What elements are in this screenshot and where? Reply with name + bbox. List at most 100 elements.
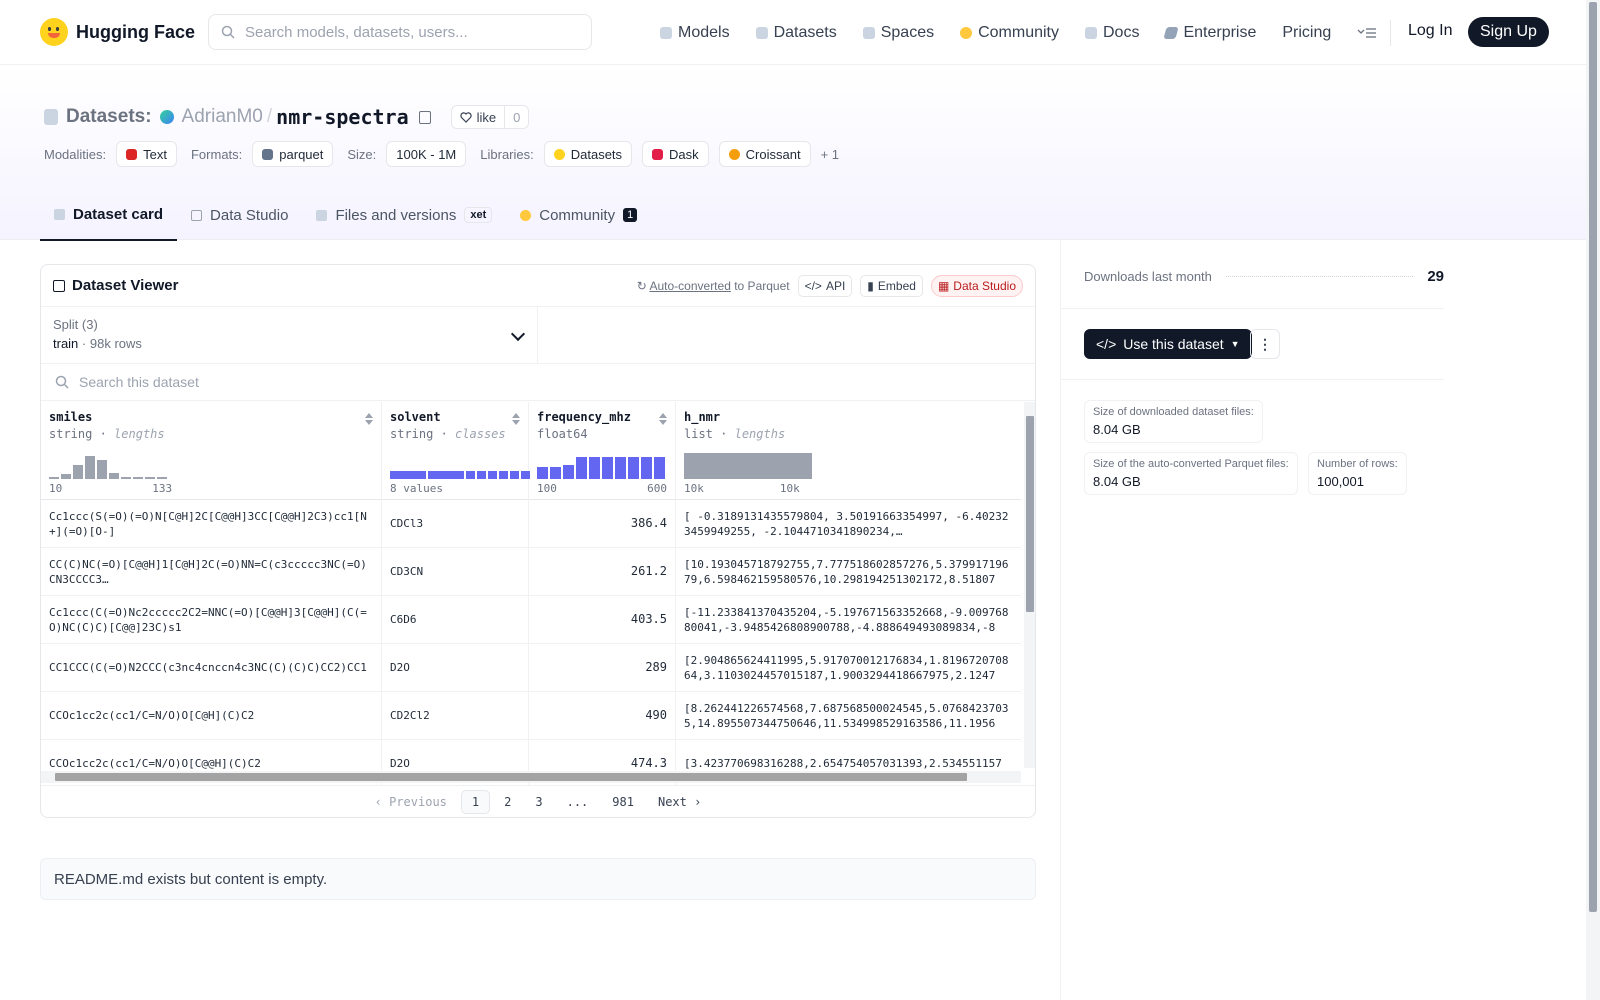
dataset-tags: Modalities: Text Formats: parquet Size: … <box>44 141 839 167</box>
column-header[interactable]: smiles string · lengths 10 133 <box>41 402 381 500</box>
table-cell[interactable]: CCOc1cc2c(cc1/C=N/O)O[C@@H](C)C2 <box>41 740 381 785</box>
api-button[interactable]: </> API <box>797 274 853 297</box>
table-cell[interactable]: CC1CCC(C(=O)N2CCC(c3nc4cnccn4c3NC(C)(C)C… <box>41 644 381 692</box>
page-button[interactable]: 1 <box>460 789 491 814</box>
table-cell[interactable]: CCOc1cc2c(cc1/C=N/O)O[C@H](C)C2 <box>41 692 381 740</box>
page-button[interactable]: 981 <box>612 794 634 809</box>
table-cell[interactable]: D2O <box>382 740 528 785</box>
table-cell[interactable]: CDCl3 <box>382 500 528 548</box>
table-horizontal-scrollbar[interactable] <box>41 771 1021 783</box>
like-count[interactable]: 0 <box>513 109 521 125</box>
table-cell[interactable]: [3.423770698316288,2.654754057031393,2.5… <box>676 740 1021 785</box>
table-cell[interactable]: [10.193045718792755,7.777518602857276,5.… <box>676 548 1021 596</box>
nav-community[interactable]: Community <box>960 24 1059 42</box>
repo-owner[interactable]: AdrianM0 <box>181 106 263 127</box>
scrollbar-thumb[interactable] <box>55 773 967 781</box>
scrollbar-thumb[interactable] <box>1026 416 1034 612</box>
use-this-dataset-button[interactable]: </> Use this dataset ▼ <box>1084 329 1252 359</box>
dataset-search-placeholder: Search this dataset <box>79 374 199 390</box>
column-histogram[interactable] <box>49 451 167 479</box>
table-vertical-scrollbar[interactable] <box>1024 402 1035 768</box>
column-histogram[interactable] <box>537 451 665 479</box>
next-page-button[interactable]: Next › <box>657 794 702 809</box>
table-cell[interactable]: 403.5 <box>529 596 675 644</box>
table-cell[interactable]: CD3CN <box>382 548 528 596</box>
login-link[interactable]: Log In <box>1408 22 1453 39</box>
previous-page-button[interactable]: ‹ Previous <box>374 794 447 809</box>
auto-converted-link[interactable]: Auto-converted <box>649 278 731 293</box>
repo-name[interactable]: nmr-spectra <box>276 105 409 129</box>
column-header[interactable]: solvent string · classes 8 values <box>382 402 530 500</box>
nav-models[interactable]: Models <box>660 24 730 42</box>
column-histogram[interactable] <box>684 451 812 479</box>
tag-size[interactable]: 100K - 1M <box>386 141 467 167</box>
page-button[interactable]: 2 <box>504 794 512 809</box>
stat-label: Size of the auto-converted Parquet files… <box>1093 458 1289 470</box>
sort-icon[interactable] <box>512 413 520 425</box>
signup-button[interactable]: Sign Up <box>1468 17 1549 47</box>
embed-button[interactable]: ▮ Embed <box>860 274 923 297</box>
table-cell[interactable]: [2.904865624411995,5.917070012176834,1.8… <box>676 644 1021 692</box>
split-selector[interactable]: Split (3) train · 98k rows <box>41 307 538 363</box>
table-cell[interactable]: 386.4 <box>529 500 675 548</box>
tab-dataset-card[interactable]: Dataset card <box>40 189 178 241</box>
avatar <box>159 110 174 124</box>
like-button[interactable]: like <box>452 106 506 128</box>
table-cell[interactable]: 474.3 <box>529 740 675 785</box>
table-cell[interactable]: [ -0.3189131435579804, 3.50191663354997,… <box>676 500 1021 548</box>
tag-croissant[interactable]: Croissant <box>718 141 811 167</box>
histogram-bar <box>121 476 131 479</box>
nav-label: Models <box>678 23 730 41</box>
dataset-search-input[interactable]: Search this dataset <box>41 364 1035 401</box>
tag-dask[interactable]: Dask <box>642 141 709 167</box>
histogram-bar <box>602 456 613 479</box>
table-cell[interactable]: D2O <box>382 644 528 692</box>
table-cell[interactable]: [8.262441226574568,7.687568500024545,5.0… <box>676 692 1021 740</box>
data-studio-button[interactable]: ▦ Data Studio <box>930 274 1023 297</box>
tab-data-studio[interactable]: Data Studio <box>177 189 302 241</box>
cell-text: CC1CCC(C(=O)N2CCC(c3nc4cnccn4c3NC(C)(C)C… <box>49 661 367 674</box>
table-cell[interactable]: [-11.233841370435204,-5.197671563352668,… <box>676 596 1021 644</box>
more-tags[interactable]: + 1 <box>820 146 840 162</box>
nav-enterprise[interactable]: Enterprise <box>1163 24 1256 42</box>
tab-files[interactable]: Files and versions xet <box>302 189 506 241</box>
nav-spaces[interactable]: Spaces <box>862 24 934 42</box>
tag-parquet[interactable]: parquet <box>252 141 334 167</box>
table-cell[interactable]: Cc1ccc(C(=O)Nc2ccccc2C2=NNC(=O)[C@@H]3[C… <box>41 596 381 644</box>
table-cell[interactable]: CC(C)NC(=O)[C@@H]1[C@H]2C(=O)NN=C(c3cccc… <box>41 548 381 596</box>
table-cell[interactable]: 490 <box>529 692 675 740</box>
section-label[interactable]: Datasets: <box>66 106 152 127</box>
nav-label: Pricing <box>1282 23 1332 41</box>
table-cell[interactable]: C6D6 <box>382 596 528 644</box>
scrollbar-thumb[interactable] <box>1589 2 1597 912</box>
global-search-input[interactable]: Search models, datasets, users... <box>208 14 592 50</box>
sort-icon[interactable] <box>659 413 667 425</box>
column-stat: lengths <box>734 427 786 441</box>
nav-more-menu[interactable] <box>1357 27 1377 39</box>
column-histogram[interactable] <box>390 451 530 479</box>
more-options-button[interactable]: ⋮ <box>1250 329 1280 359</box>
table-cell[interactable]: 261.2 <box>529 548 675 596</box>
brand-logo[interactable]: Hugging Face <box>40 18 195 46</box>
nav-docs[interactable]: Docs <box>1085 24 1139 42</box>
dot-separator: · <box>81 336 87 351</box>
nav-pricing[interactable]: Pricing <box>1282 24 1331 42</box>
code-icon: </> <box>1096 336 1117 352</box>
nav-label: Datasets <box>773 23 837 41</box>
sort-icon[interactable] <box>365 413 373 425</box>
table-cell[interactable]: Cc1ccc(S(=O)(=O)N[C@H]2C[C@@H]3CC[C@@H]2… <box>41 500 381 548</box>
page-button[interactable]: 3 <box>535 794 543 809</box>
tag-datasets[interactable]: Datasets <box>543 141 633 167</box>
tag-text[interactable]: Text <box>116 141 177 167</box>
copy-icon[interactable] <box>418 110 431 124</box>
axis-min: 100 <box>537 482 557 495</box>
table-cell[interactable]: 289 <box>529 644 675 692</box>
column-header[interactable]: frequency_mhz float64 100 600 <box>529 402 675 500</box>
column-header[interactable]: h_nmr list · lengths 10k 10k <box>676 402 1021 500</box>
nav-datasets[interactable]: Datasets <box>755 23 837 42</box>
histogram-bar <box>49 477 59 479</box>
tab-community[interactable]: Community 1 <box>506 189 651 241</box>
page-scrollbar[interactable] <box>1586 0 1600 1000</box>
nav-label: Community <box>978 23 1059 41</box>
table-cell[interactable]: CD2Cl2 <box>382 692 528 740</box>
